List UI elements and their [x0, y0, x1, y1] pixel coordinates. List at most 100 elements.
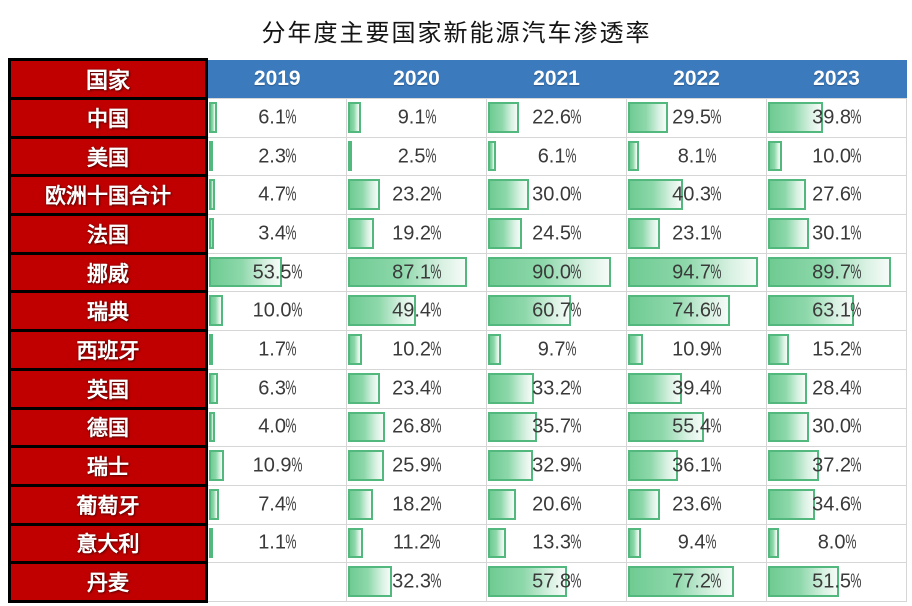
percent-sign: %: [285, 222, 297, 245]
value-label: 23.2%: [347, 184, 486, 207]
data-bar: [628, 450, 678, 481]
data-bar: [628, 218, 660, 249]
data-bar: [488, 179, 530, 211]
value-cell: 23.6%: [626, 484, 767, 525]
percent-sign: %: [710, 338, 722, 361]
data-bar: [768, 102, 823, 133]
data-bar: [348, 527, 364, 559]
value-label: 36.1%: [627, 455, 766, 478]
data-bar: [209, 256, 283, 288]
value-label: 3.4%: [208, 222, 346, 245]
country-cell: 美国: [8, 135, 208, 178]
value-number: 57.8: [532, 570, 572, 593]
value-label: 51.5%: [767, 571, 906, 594]
data-bar: [628, 334, 643, 365]
value-label: 10.2%: [347, 338, 486, 361]
data-bar: [768, 218, 810, 249]
value-label: 15.2%: [767, 338, 906, 361]
country-cell: 英国: [8, 367, 208, 410]
percent-sign: %: [710, 261, 722, 284]
year-header: 2023: [766, 59, 907, 99]
value-cell: 2.3%: [206, 136, 347, 177]
data-bar: [768, 256, 891, 288]
percent-sign: %: [710, 222, 722, 245]
value-label: 22.6%: [487, 106, 626, 129]
value-label: 1.7%: [208, 338, 346, 361]
value-number: 6.1: [258, 106, 286, 129]
value-cell: 39.4%: [626, 368, 767, 409]
value-label: 6.1%: [487, 145, 626, 168]
value-cell: 6.1%: [486, 136, 627, 177]
value-cell: 10.2%: [346, 330, 487, 370]
data-bar: [768, 488, 816, 520]
percent-sign: %: [570, 454, 582, 477]
percent-sign: %: [429, 531, 441, 554]
value-label: 6.3%: [208, 377, 346, 400]
data-bar: [348, 218, 375, 249]
value-label: 4.7%: [208, 184, 346, 207]
value-label: 27.6%: [767, 184, 906, 207]
value-number: 22.6: [532, 106, 572, 129]
percent-sign: %: [570, 415, 582, 438]
percent-sign: %: [430, 454, 442, 477]
value-number: 25.9: [392, 454, 432, 477]
value-number: 77.2: [672, 570, 712, 593]
percent-sign: %: [710, 183, 722, 206]
table-row: 中国 6.1% 9.1% 22.6% 29.5% 39.8%: [8, 97, 907, 139]
value-label: 9.1%: [347, 106, 486, 129]
value-number: 1.1: [258, 531, 286, 554]
percent-sign: %: [850, 106, 862, 129]
chart-title: 分年度主要国家新能源汽车渗透率: [261, 19, 652, 47]
value-number: 7.4: [258, 493, 286, 516]
percent-sign: %: [850, 299, 862, 322]
data-bar: [209, 295, 223, 327]
value-label: 57.8%: [487, 571, 626, 594]
data-bar: [628, 488, 661, 520]
value-label: 23.6%: [627, 493, 766, 516]
data-bar: [348, 102, 361, 133]
data-bar: [488, 566, 568, 597]
value-number: 94.7: [672, 261, 712, 284]
value-cell: 8.1%: [626, 136, 767, 177]
value-label: 60.7%: [487, 300, 626, 323]
value-cell: 26.8%: [346, 407, 487, 448]
country-cell: 意大利: [8, 522, 208, 565]
value-number: 3.4: [258, 222, 286, 245]
value-cell: 51.5%: [766, 562, 907, 602]
country-cell: 瑞典: [8, 290, 208, 333]
value-cell: 39.8%: [766, 98, 907, 138]
data-bar: [488, 372, 534, 404]
value-cell: 63.1%: [766, 291, 907, 332]
value-cell: 90.0%: [486, 252, 627, 293]
value-number: 2.3: [258, 145, 286, 168]
data-bar: [488, 295, 572, 327]
value-label: 32.3%: [347, 571, 486, 594]
country-cell: 欧洲十国合计: [8, 174, 208, 217]
table-row: 瑞典 10.0% 49.4% 60.7% 74.6% 63.1%: [8, 290, 907, 333]
percent-sign: %: [704, 531, 716, 554]
value-cell: 9.1%: [346, 98, 487, 138]
value-cell: 9.7%: [486, 330, 627, 370]
data-bar: [209, 527, 213, 559]
year-header: 2022: [626, 59, 767, 99]
value-label: 11.2%: [347, 532, 486, 555]
data-bar: [768, 411, 810, 443]
value-label: 32.9%: [487, 455, 626, 478]
value-cell: 30.0%: [766, 407, 907, 448]
country-header-cell: 国家: [8, 58, 208, 100]
percent-sign: %: [850, 261, 862, 284]
value-label: 49.4%: [347, 300, 486, 323]
value-cell: 29.5%: [626, 98, 767, 138]
data-bar: [768, 372, 807, 404]
percent-sign: %: [850, 415, 862, 438]
value-number: 53.5: [252, 261, 292, 284]
percent-sign: %: [850, 570, 862, 593]
value-cell: 19.2%: [346, 214, 487, 254]
percent-sign: %: [850, 183, 862, 206]
value-cell: 6.1%: [206, 98, 347, 138]
value-cell: 53.5%: [206, 252, 347, 293]
value-cell: 55.4%: [626, 407, 767, 448]
value-label: 10.9%: [208, 455, 346, 478]
data-bar: [628, 527, 641, 559]
value-label: 34.6%: [767, 493, 906, 516]
